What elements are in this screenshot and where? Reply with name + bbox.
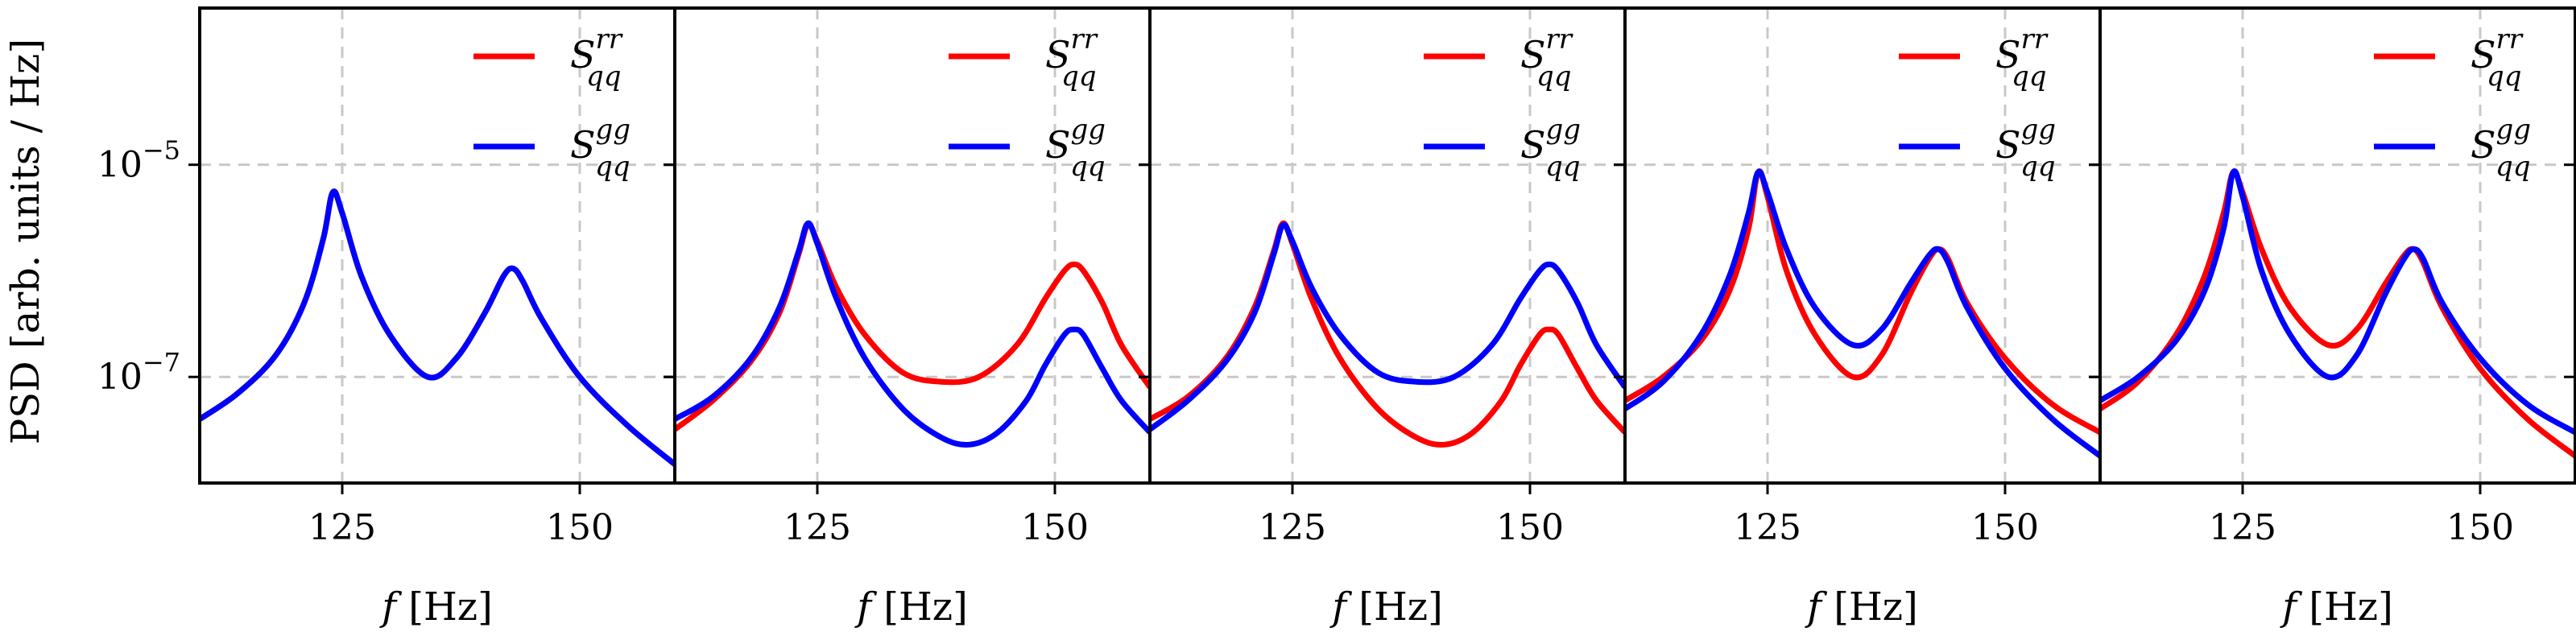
x-tick-label: 125 <box>2209 507 2276 548</box>
y-tick-label: 10−7 <box>97 347 180 398</box>
y-tick-label: 10−5 <box>97 135 180 186</box>
legend-label-rr: Srr qq <box>570 23 623 93</box>
series-gg-line <box>675 220 1150 448</box>
legend-label-gg: Sgg qq <box>1520 114 1581 183</box>
legend-label-rr: Srr qq <box>2471 23 2524 93</box>
legend-label-rr: Srr qq <box>1995 23 2049 93</box>
series-rr-line <box>2100 168 2575 459</box>
x-tick-label: 125 <box>1259 507 1326 548</box>
panel-frame <box>2098 6 2576 485</box>
panel-5: 125 150 f [Hz] Srr qq Sgg qq <box>2089 6 2576 630</box>
x-axis-label: f [Hz] <box>1805 584 1918 630</box>
series-rr-line <box>200 188 675 467</box>
series-gg-line <box>200 188 675 467</box>
x-axis-label: f [Hz] <box>854 584 968 630</box>
panels-layer: 125 150 10−5 10−7 f [Hz] Srr qq Sgg qq 125 150 f [H… <box>97 6 2576 630</box>
legend: Srr qq Sgg qq <box>1899 23 2056 183</box>
legend-label-gg: Sgg qq <box>1045 114 1106 183</box>
series-rr-line <box>1150 220 1625 448</box>
x-axis-label: f [Hz] <box>1329 584 1443 630</box>
legend-label-gg: Sgg qq <box>2471 114 2531 183</box>
legend-label-gg: Sgg qq <box>1995 114 2056 183</box>
series-gg-line <box>2100 168 2575 436</box>
panel-3: 125 150 f [Hz] Srr qq Sgg qq <box>1139 6 1627 630</box>
x-tick-label: 150 <box>2446 507 2514 548</box>
panel-1: 125 150 10−5 10−7 f [Hz] Srr qq Sgg qq <box>97 6 676 630</box>
panel-4: 125 150 f [Hz] Srr qq Sgg qq <box>1614 6 2102 630</box>
x-tick-label: 150 <box>1021 507 1089 548</box>
x-tick-label: 125 <box>784 507 851 548</box>
legend: Srr qq Sgg qq <box>2374 23 2531 183</box>
legend: Srr qq Sgg qq <box>1424 23 1581 183</box>
series-gg-line <box>1150 221 1625 432</box>
x-axis-label: f [Hz] <box>379 584 493 630</box>
x-tick-label: 125 <box>308 507 376 548</box>
legend-label-gg: Sgg qq <box>570 114 631 183</box>
x-tick-label: 150 <box>1971 507 2039 548</box>
x-tick-label: 125 <box>1734 507 1801 548</box>
x-tick-label: 150 <box>1496 507 1564 548</box>
y-axis-label: PSD [arb. units / Hz] <box>3 39 48 444</box>
legend: Srr qq Sgg qq <box>473 23 631 183</box>
x-tick-label: 150 <box>546 507 614 548</box>
series-gg-line <box>1625 168 2100 459</box>
legend-label-rr: Srr qq <box>1520 23 1573 93</box>
legend-label-rr: Srr qq <box>1045 23 1098 93</box>
legend: Srr qq Sgg qq <box>949 23 1106 183</box>
panel-2: 125 150 f [Hz] Srr qq Sgg qq <box>664 6 1152 630</box>
x-axis-label: f [Hz] <box>2280 584 2393 630</box>
